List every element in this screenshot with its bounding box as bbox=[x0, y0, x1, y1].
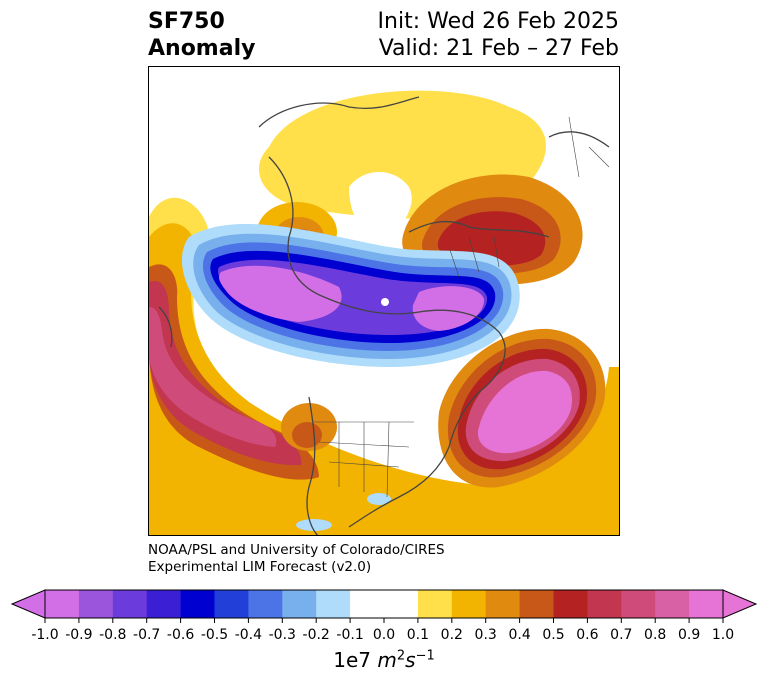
colorbar-swatch bbox=[621, 590, 656, 618]
colorbar-tick-label: 0.1 bbox=[406, 627, 430, 643]
variable-label: SF750 bbox=[148, 9, 225, 34]
credit-line-2: Experimental LIM Forecast (v2.0) bbox=[148, 558, 372, 575]
title-right: Init: Wed 26 Feb 2025 Valid: 21 Feb – 27… bbox=[378, 8, 619, 62]
colorbar-extend-high bbox=[722, 589, 758, 619]
colorbar-units: 1e7 m2s−1 bbox=[0, 648, 768, 672]
anomaly-map bbox=[149, 67, 619, 535]
colorbar-tick-label: -0.4 bbox=[234, 627, 263, 643]
map-panel bbox=[148, 66, 620, 536]
units-base2: s bbox=[405, 648, 416, 672]
colorbar-tick-label: -1.0 bbox=[31, 627, 59, 643]
colorbar-ticks: -1.0 -0.9 -0.8 -0.7 -0.6 -0.5 -0.4 -0.3 -0.2 -0.1… bbox=[0, 627, 768, 645]
colorbar-swatch bbox=[384, 590, 419, 618]
colorbar-swatch bbox=[519, 590, 554, 618]
colorbar-tick-label: -0.1 bbox=[336, 627, 364, 643]
colorbar-tick-label: 0.3 bbox=[474, 627, 497, 643]
colorbar-tick-label: 0.8 bbox=[644, 627, 667, 643]
colorbar-swatch bbox=[451, 590, 487, 618]
colorbar-swatch bbox=[417, 590, 453, 618]
colorbar-tick-label: 0.9 bbox=[677, 627, 701, 643]
colorbar-swatch bbox=[45, 590, 80, 618]
colorbar-tick-label: -0.6 bbox=[166, 627, 195, 643]
valid-range: Valid: 21 Feb – 27 Feb bbox=[378, 36, 619, 61]
colorbar-swatch bbox=[553, 590, 588, 618]
coastlines bbox=[158, 96, 610, 535]
colorbar-swatch bbox=[282, 590, 317, 618]
colorbar-tick-label: -0.8 bbox=[99, 627, 127, 643]
colorbar-extend-low bbox=[10, 589, 46, 619]
colorbar-swatch bbox=[78, 590, 114, 618]
colorbar-swatch bbox=[146, 590, 182, 618]
colorbar-tick-label: 0.7 bbox=[610, 627, 633, 643]
colorbar-tick-label: 0.4 bbox=[508, 627, 531, 643]
colorbar-tick-label: 0.2 bbox=[440, 627, 463, 643]
colorbar-tick-label: 0.5 bbox=[542, 627, 565, 643]
colorbar-swatch bbox=[112, 590, 148, 618]
units-exp2: −1 bbox=[415, 648, 435, 664]
colorbar-tick-label: -0.3 bbox=[268, 627, 296, 643]
units-exp1: 2 bbox=[396, 648, 406, 664]
init-date: Init: Wed 26 Feb 2025 bbox=[377, 9, 619, 34]
colorbar-tick-label: -0.9 bbox=[65, 627, 93, 643]
colorbar-swatch bbox=[485, 590, 521, 618]
colorbar-swatch bbox=[180, 590, 215, 618]
units-base: m bbox=[377, 648, 397, 672]
colorbar-tick-label: 0.6 bbox=[576, 627, 599, 643]
colorbar-tick-label: 0.0 bbox=[372, 627, 396, 643]
colorbar-swatch bbox=[214, 590, 249, 618]
colorbar-swatch bbox=[689, 590, 724, 618]
units-prefix: 1e7 bbox=[333, 648, 372, 672]
credit-text: NOAA/PSL and University of Colorado/CIRE… bbox=[148, 542, 445, 575]
colorbar bbox=[10, 589, 758, 623]
borders bbox=[314, 116, 610, 498]
colorbar-swatch bbox=[587, 590, 622, 618]
colorbar-swatch bbox=[248, 590, 283, 618]
credit-line-1: NOAA/PSL and University of Colorado/CIRE… bbox=[148, 542, 445, 558]
colorbar-tick-label: -0.7 bbox=[133, 627, 161, 643]
title-left: SF750 Anomaly bbox=[148, 8, 255, 62]
anomaly-label: Anomaly bbox=[148, 36, 256, 61]
colorbar-swatch bbox=[350, 590, 385, 618]
colorbar-tick-label: -0.2 bbox=[302, 627, 330, 643]
colorbar-swatch bbox=[655, 590, 690, 618]
colorbar-tick-label: 1.0 bbox=[711, 627, 735, 643]
colorbar-swatch bbox=[316, 590, 351, 618]
colorbar-tick-label: -0.5 bbox=[200, 627, 229, 643]
